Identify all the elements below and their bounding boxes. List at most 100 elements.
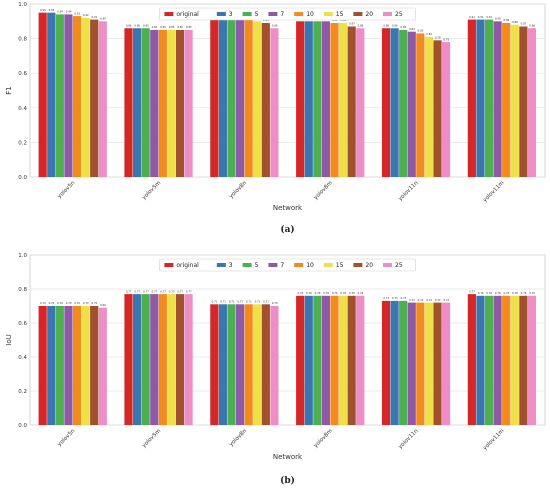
y-tick-label: 1.0 bbox=[18, 2, 27, 8]
bar-yolov8n-original bbox=[210, 17, 219, 178]
bar-yolov8m-3 bbox=[304, 295, 313, 425]
bar-yolov8m-25 bbox=[356, 295, 365, 425]
bar-data-label: 0.76 bbox=[340, 291, 346, 295]
legend-box bbox=[159, 7, 416, 21]
bar-data-label: 0.72 bbox=[418, 298, 424, 302]
legend-swatch bbox=[242, 263, 252, 267]
bar-yolov5m-10 bbox=[158, 294, 167, 425]
bar-data-label: 0.76 bbox=[486, 291, 492, 295]
bar-data-label: 0.76 bbox=[306, 291, 312, 295]
bar-yolov11n-15 bbox=[424, 302, 434, 425]
legend-entry-label: 5 bbox=[255, 11, 259, 18]
bar-data-label: 0.77 bbox=[134, 289, 140, 293]
bar-yolov11n-20 bbox=[433, 40, 442, 177]
bar-yolov8n-7 bbox=[236, 19, 245, 177]
bar-yolov8n-3 bbox=[218, 304, 228, 425]
legend-entry-label: 10 bbox=[306, 262, 314, 269]
bar-data-label: 0.77 bbox=[177, 289, 183, 293]
x-tick-label: yolov11n bbox=[398, 428, 420, 450]
bar-data-label: 0.70 bbox=[83, 301, 89, 305]
bar-yolov11n-15 bbox=[424, 36, 434, 178]
legend-swatch bbox=[164, 263, 174, 267]
legend-entry-label: 20 bbox=[365, 262, 373, 269]
bar-yolov11m-original bbox=[467, 294, 476, 425]
bar-yolov11n-25 bbox=[442, 42, 451, 178]
bar-data-label: 0.94 bbox=[57, 10, 63, 14]
bar-data-label: 0.72 bbox=[443, 298, 449, 302]
plot-area bbox=[29, 3, 546, 178]
bar-yolov8n-20 bbox=[261, 23, 270, 178]
bar-yolov8n-25 bbox=[270, 28, 279, 177]
y-tick-label: 0.2 bbox=[18, 389, 27, 395]
panel-label: (a) bbox=[280, 224, 294, 235]
legend-entry-label: 15 bbox=[336, 11, 344, 18]
bar-yolov5n-7 bbox=[64, 14, 73, 177]
y-tick-label: 0.8 bbox=[18, 37, 27, 43]
bar-yolov11m-10 bbox=[502, 23, 511, 178]
bar-yolov8m-10 bbox=[330, 23, 339, 178]
legend-swatch bbox=[242, 12, 252, 16]
bar-yolov8m-7 bbox=[321, 295, 331, 425]
legend-entry-label: 25 bbox=[395, 262, 403, 269]
bar-yolov11m-20 bbox=[519, 26, 528, 177]
bar-yolov11n-3 bbox=[390, 300, 399, 425]
bar-data-label: 0.77 bbox=[143, 289, 149, 293]
bar-data-label: 0.76 bbox=[297, 291, 303, 295]
legend-entry-label: 25 bbox=[395, 11, 403, 18]
bar-data-label: 0.91 bbox=[486, 15, 492, 19]
legend-entry-label: original bbox=[176, 11, 199, 18]
x-tick-label: yolov5n bbox=[57, 180, 77, 200]
bar-yolov8m-10 bbox=[330, 295, 339, 425]
bar-data-label: 0.89 bbox=[503, 18, 509, 22]
bar-yolov8n-20 bbox=[261, 304, 270, 425]
bar-data-label: 0.77 bbox=[152, 289, 158, 293]
y-tick-label: 0.0 bbox=[18, 423, 27, 429]
bar-yolov8m-3 bbox=[304, 21, 313, 177]
bar-yolov5n-25 bbox=[98, 21, 107, 177]
bar-yolov5n-10 bbox=[72, 16, 82, 177]
bar-data-label: 0.81 bbox=[426, 32, 432, 36]
bar-data-label: 0.86 bbox=[134, 23, 140, 27]
bar-data-label: 0.76 bbox=[332, 291, 338, 295]
bar-data-label: 0.94 bbox=[66, 10, 72, 14]
bar-data-label: 0.70 bbox=[57, 301, 63, 305]
legend-entry-label: 3 bbox=[229, 11, 233, 18]
bar-yolov8n-10 bbox=[244, 19, 253, 177]
bar-data-label: 0.76 bbox=[521, 291, 527, 295]
bar-data-label: 0.76 bbox=[512, 291, 518, 295]
bar-data-label: 0.86 bbox=[392, 23, 398, 27]
bar-data-label: 0.71 bbox=[229, 300, 235, 304]
legend-swatch bbox=[323, 263, 333, 267]
legend-swatch bbox=[323, 12, 333, 16]
y-tick-label: 0.8 bbox=[18, 287, 27, 293]
legend-swatch bbox=[268, 263, 278, 267]
bar-data-label: 0.77 bbox=[126, 289, 132, 293]
bar-data-label: 0.85 bbox=[400, 25, 406, 29]
bar-yolov8n-5 bbox=[227, 304, 236, 425]
bar-yolov8m-25 bbox=[356, 28, 365, 177]
bar-data-label: 0.71 bbox=[212, 300, 218, 304]
bar-yolov11n-original bbox=[381, 28, 391, 177]
bar-yolov5n-15 bbox=[81, 17, 90, 178]
plot-area bbox=[29, 254, 546, 426]
bar-yolov5n-15 bbox=[81, 306, 90, 425]
bar-data-label: 0.71 bbox=[220, 300, 226, 304]
bar-yolov11n-3 bbox=[390, 28, 399, 177]
x-tick-label: yolov8n bbox=[228, 180, 248, 200]
y-axis-title: F1 bbox=[5, 86, 13, 94]
x-axis-title: Network bbox=[273, 204, 303, 212]
y-tick-label: 0.0 bbox=[18, 175, 27, 181]
bar-yolov8n-25 bbox=[270, 306, 279, 425]
bar-yolov8n-7 bbox=[236, 304, 245, 425]
y-tick-label: 0.4 bbox=[18, 106, 27, 112]
bar-yolov8n-5 bbox=[227, 17, 236, 178]
legend-box bbox=[159, 258, 416, 272]
bar-data-label: 0.76 bbox=[478, 291, 484, 295]
bar-yolov5m-15 bbox=[167, 294, 176, 425]
bar-data-label: 0.85 bbox=[169, 25, 175, 29]
x-tick-label: yolov5n bbox=[57, 428, 77, 448]
x-tick-label: yolov8m bbox=[313, 428, 334, 449]
bar-data-label: 0.76 bbox=[349, 291, 355, 295]
